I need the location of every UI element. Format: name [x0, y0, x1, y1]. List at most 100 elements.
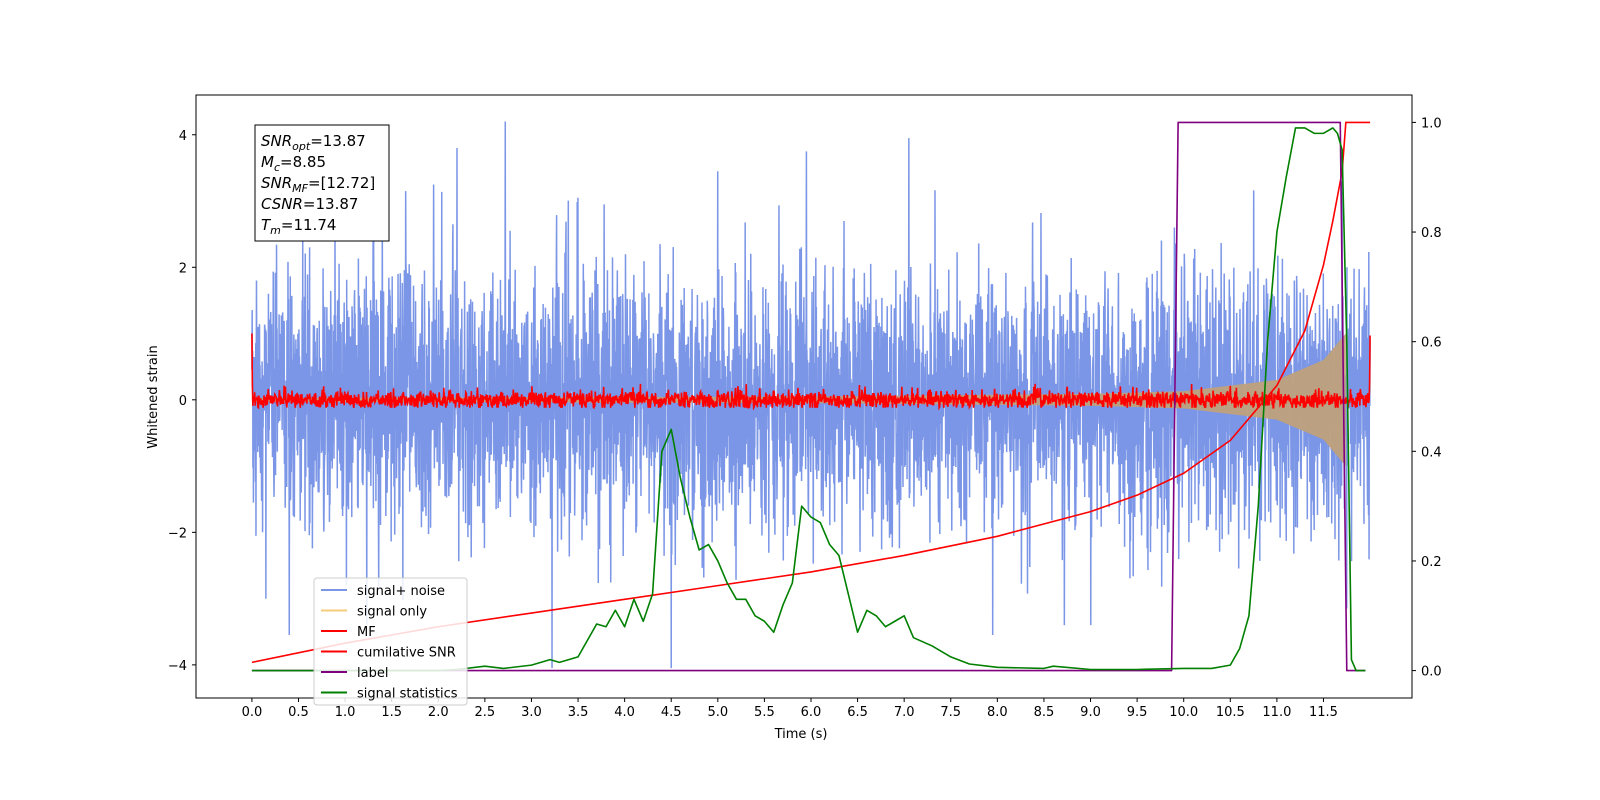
x-tick-label: 6.5 — [847, 705, 868, 720]
y-tick-left: −2 — [168, 526, 196, 541]
x-tick: 9.0 — [1080, 698, 1101, 720]
y-tick-right: 0.6 — [1412, 336, 1442, 351]
x-tick: 7.5 — [940, 698, 961, 720]
x-tick: 10.5 — [1216, 698, 1245, 720]
legend-entry: signal+ noise — [321, 584, 445, 599]
y-tick-right-label: 1.0 — [1421, 116, 1442, 131]
x-tick-label: 1.5 — [381, 705, 402, 720]
legend-label: cumilative SNR — [357, 646, 456, 661]
x-tick: 3.5 — [568, 698, 589, 720]
x-tick-label: 11.5 — [1309, 705, 1338, 720]
legend-label: label — [357, 666, 388, 681]
legend-label: MF — [357, 625, 376, 640]
x-tick-label: 5.0 — [707, 705, 728, 720]
x-tick-label: 0.0 — [242, 705, 263, 720]
x-tick: 10.0 — [1169, 698, 1198, 720]
legend-entry: label — [321, 666, 388, 681]
x-tick: 5.0 — [707, 698, 728, 720]
x-tick-label: 3.0 — [521, 705, 542, 720]
x-tick: 5.5 — [754, 698, 775, 720]
series-mf-line — [251, 333, 1371, 411]
annotation-box: SNRopt=13.87Mc=8.85SNRMF=[12.72]CSNR=13.… — [254, 124, 390, 242]
x-tick-label: 7.0 — [894, 705, 915, 720]
x-tick-label: 5.5 — [754, 705, 775, 720]
series-signal-noise-line — [251, 121, 1371, 669]
y-axis-right: 0.0 0.2 0.4 0.6 0.8 1.0 — [1412, 116, 1442, 680]
x-axis: 0.0 0.5 1.0 1.5 2.0 2.5 3.0 3.5 4.0 4.5 5.0 5.5 6.0 6… — [242, 698, 1338, 720]
x-tick: 11.0 — [1262, 698, 1291, 720]
y-tick-left: 2 — [179, 261, 196, 276]
annotation-line: Mc=8.85 — [261, 153, 326, 174]
series-label-line — [251, 121, 1366, 672]
x-tick-label: 4.5 — [661, 705, 682, 720]
x-tick-label: 10.0 — [1169, 705, 1198, 720]
annotation-line: SNRopt=13.87 — [261, 132, 366, 153]
legend-entry: cumilative SNR — [321, 646, 456, 661]
x-tick-label: 11.0 — [1262, 705, 1291, 720]
y-tick-left: −4 — [168, 659, 196, 674]
annotation-line: Tm=11.74 — [261, 216, 336, 237]
y-tick-right: 0.4 — [1412, 445, 1442, 460]
x-tick-label: 9.0 — [1080, 705, 1101, 720]
x-tick: 3.0 — [521, 698, 542, 720]
y-tick-right: 0.0 — [1412, 665, 1442, 680]
legend-entry: signal only — [321, 605, 427, 620]
y-tick-left-label: −2 — [168, 526, 187, 541]
legend-entry: signal statistics — [321, 687, 458, 702]
x-tick: 0.0 — [242, 698, 263, 720]
x-tick: 4.5 — [661, 698, 682, 720]
y-tick-right-label: 0.0 — [1421, 665, 1442, 680]
annotation-line: SNRMF=[12.72] — [261, 174, 375, 195]
x-tick-label: 2.0 — [428, 705, 449, 720]
x-tick-label: 8.5 — [1034, 705, 1055, 720]
x-tick-label: 0.5 — [288, 705, 309, 720]
x-tick-label: 4.0 — [614, 705, 635, 720]
x-tick-label: 3.5 — [568, 705, 589, 720]
y-tick-right: 1.0 — [1412, 116, 1442, 131]
y-tick-left-label: 2 — [179, 261, 187, 276]
x-tick: 6.0 — [801, 698, 822, 720]
y-tick-right-label: 0.4 — [1421, 445, 1442, 460]
legend-label: signal statistics — [357, 687, 458, 702]
x-tick: 2.5 — [475, 698, 496, 720]
x-tick-label: 9.5 — [1127, 705, 1148, 720]
x-tick: 4.0 — [614, 698, 635, 720]
y-tick-left: 4 — [179, 129, 196, 144]
y-tick-left-label: 0 — [179, 394, 187, 409]
annotation-line: CSNR=13.87 — [261, 195, 358, 213]
y-tick-right-label: 0.2 — [1421, 555, 1442, 570]
x-tick: 11.5 — [1309, 698, 1338, 720]
x-tick-label: 10.5 — [1216, 705, 1245, 720]
series-signal-statistics-line — [251, 127, 1366, 672]
x-tick: 8.5 — [1034, 698, 1055, 720]
legend: signal+ noise signal only MF cumilative SNR… — [313, 577, 468, 706]
legend-label: signal only — [357, 605, 427, 620]
x-axis-label: Time (s) — [774, 727, 828, 742]
series-cumulative-snr-line — [251, 121, 1371, 664]
y-tick-right: 0.2 — [1412, 555, 1442, 570]
x-tick-label: 7.5 — [940, 705, 961, 720]
x-tick-label: 8.0 — [987, 705, 1008, 720]
x-tick: 0.5 — [288, 698, 309, 720]
x-tick: 7.0 — [894, 698, 915, 720]
y-axis-left: −4 −2 0 2 4 — [168, 129, 196, 674]
y-tick-left-label: −4 — [168, 659, 187, 674]
legend-frame — [313, 577, 468, 706]
x-tick-label: 6.0 — [801, 705, 822, 720]
annotation-frame — [254, 124, 390, 242]
x-tick-label: 2.5 — [475, 705, 496, 720]
legend-entry: MF — [321, 625, 376, 640]
x-tick: 6.5 — [847, 698, 868, 720]
legend-label: signal+ noise — [357, 584, 445, 599]
x-tick: 9.5 — [1127, 698, 1148, 720]
y-tick-left-label: 4 — [179, 129, 187, 144]
y-axis-label: Whitened strain — [146, 345, 161, 448]
series-layer — [251, 121, 1371, 672]
y-tick-right-label: 0.8 — [1421, 226, 1442, 241]
y-tick-right-label: 0.6 — [1421, 336, 1442, 351]
y-tick-left: 0 — [179, 394, 196, 409]
x-tick-label: 1.0 — [335, 705, 356, 720]
x-tick: 8.0 — [987, 698, 1008, 720]
plot-frame — [195, 94, 1413, 699]
